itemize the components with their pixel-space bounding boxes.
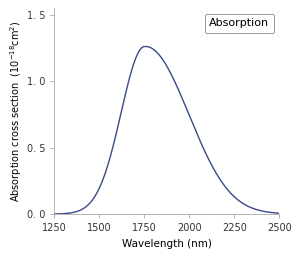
Legend: Absorption: Absorption: [205, 14, 274, 33]
Y-axis label: Absorption cross section  ($10^{-18}$cm$^2$): Absorption cross section ($10^{-18}$cm$^…: [8, 21, 24, 202]
X-axis label: Wavelength (nm): Wavelength (nm): [122, 239, 212, 249]
